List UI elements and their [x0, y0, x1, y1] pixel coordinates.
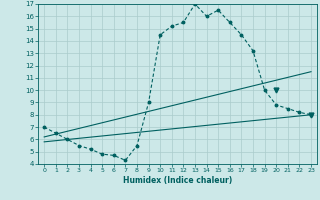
X-axis label: Humidex (Indice chaleur): Humidex (Indice chaleur) — [123, 176, 232, 185]
